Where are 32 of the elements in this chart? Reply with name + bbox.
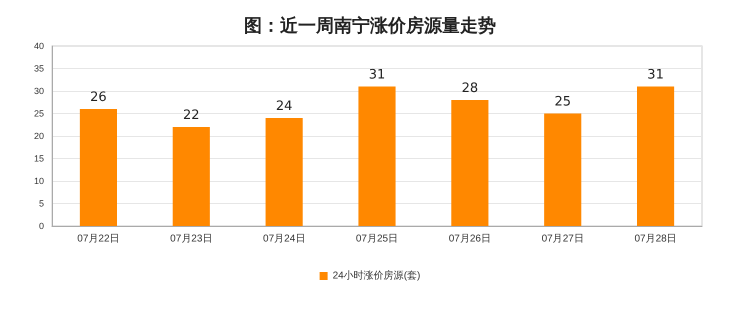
- x-tick-label: 07月27日: [542, 234, 584, 244]
- chart-title: 图：近一周南宁涨价房源量走势: [244, 16, 496, 36]
- x-tick-label: 07月22日: [77, 234, 120, 244]
- data-label: 31: [368, 68, 386, 82]
- y-tick-label: 30: [34, 86, 44, 96]
- y-tick-label: 10: [34, 176, 44, 186]
- y-tick-label: 35: [34, 64, 44, 74]
- data-label: 25: [554, 94, 571, 110]
- bar: [544, 114, 582, 226]
- bar: [358, 86, 396, 226]
- y-tick-label: 15: [34, 154, 44, 164]
- data-label: 22: [183, 108, 200, 123]
- data-label: 26: [90, 90, 107, 105]
- bar: [451, 100, 488, 226]
- x-tick-label: 07月28日: [634, 234, 677, 244]
- x-tick-label: 07月26日: [448, 234, 491, 244]
- x-tick-label: 07月23日: [170, 234, 212, 244]
- data-label: 31: [647, 68, 664, 82]
- x-tick-label: 07月24日: [263, 234, 306, 244]
- data-label: 24: [276, 99, 292, 114]
- bar: [172, 127, 210, 226]
- y-tick-label: 5: [38, 198, 44, 208]
- bar: [637, 86, 674, 226]
- bar: [266, 118, 303, 226]
- y-tick-label: 20: [34, 131, 44, 141]
- y-tick-label: 40: [34, 41, 44, 51]
- y-tick-label: 25: [34, 108, 44, 118]
- bar: [80, 109, 117, 226]
- y-tick-label: 0: [38, 221, 44, 231]
- legend-label: 24小时涨价房源(套): [332, 270, 420, 282]
- data-label: 28: [462, 81, 478, 96]
- x-tick-label: 07月25日: [356, 234, 398, 244]
